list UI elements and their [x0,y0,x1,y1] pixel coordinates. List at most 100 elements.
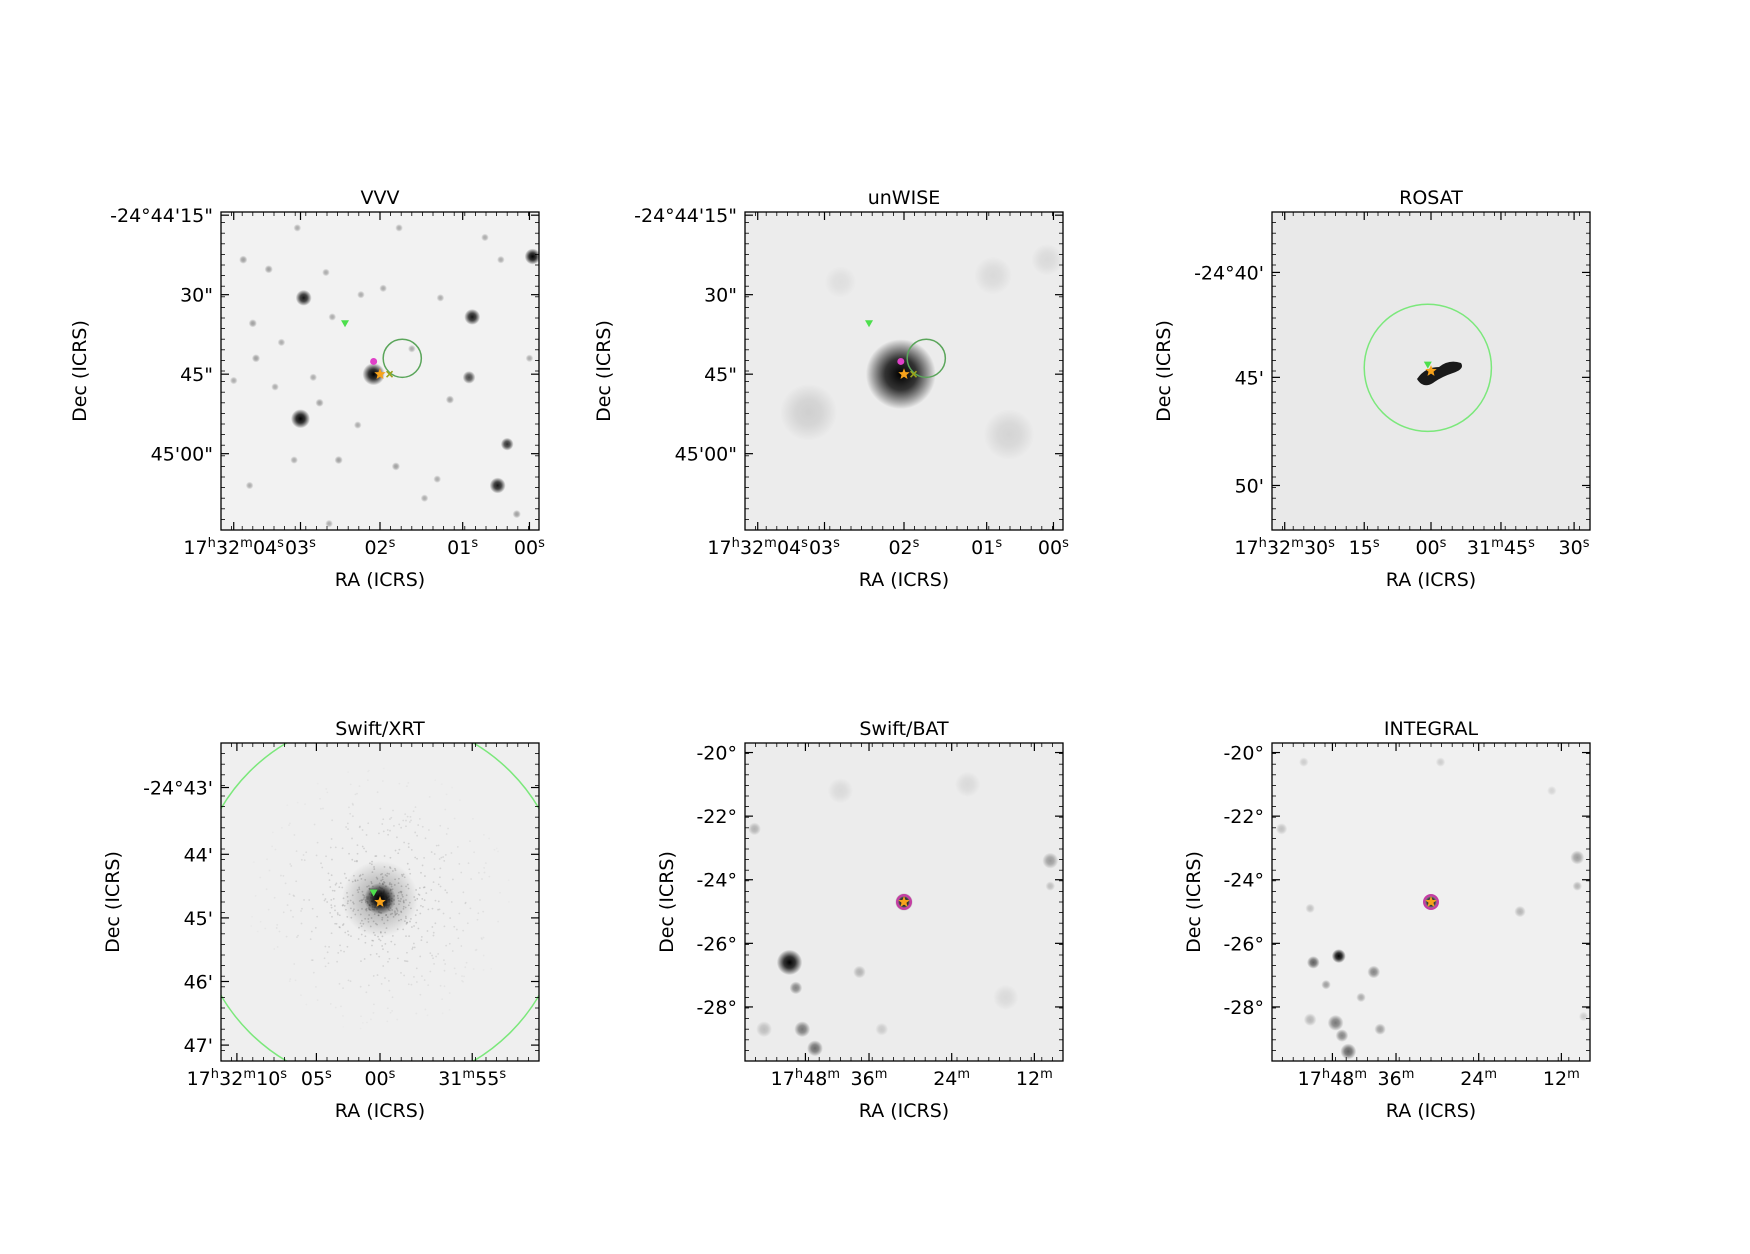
noise-speck [344,931,347,934]
noise-speck [288,980,291,983]
noise-speck [423,899,426,902]
noise-speck [309,938,312,941]
y-tick-label: -26° [696,933,737,955]
noise-speck [342,1026,344,1028]
noise-speck [400,971,402,974]
source-blob [1578,1011,1589,1022]
noise-speck [419,912,422,915]
noise-speck [417,893,420,896]
noise-speck [408,821,411,823]
noise-speck [363,847,365,850]
noise-speck [341,886,344,889]
noise-speck [266,858,268,861]
noise-speck [271,831,274,834]
noise-speck [342,1015,344,1017]
x-tick-label: 17h 32m 04s [183,536,284,559]
noise-speck [432,934,435,937]
noise-speck [414,831,417,834]
source-blob [1327,1014,1344,1031]
noise-speck [462,891,465,894]
noise-speck [433,853,436,855]
noise-speck [464,966,467,969]
noise-speck [378,832,380,835]
noise-speck [329,886,332,888]
noise-speck [478,871,480,874]
noise-speck [386,829,389,831]
noise-speck [372,975,375,977]
noise-speck [357,938,360,940]
noise-speck [453,817,456,820]
noise-speck [326,951,329,954]
noise-speck [453,967,456,970]
y-tick-label: -22° [696,806,737,828]
noise-speck [444,808,447,811]
noise-speck [451,787,453,789]
noise-speck [398,782,401,785]
y-tick-label: 30" [704,285,737,307]
noise-speck [391,935,394,937]
noise-speck [458,799,461,802]
source-blob [1303,1013,1317,1027]
error-circle [906,338,947,379]
panel-title: unWISE [868,187,941,209]
noise-speck [443,985,446,988]
noise-speck [420,939,423,942]
noise-speck [412,810,415,813]
noise-speck [426,1014,429,1017]
noise-speck [458,863,461,865]
x-axis-label: RA (ICRS) [1386,569,1476,591]
noise-speck [327,872,330,875]
noise-speck [482,968,485,971]
source-blob [239,255,248,264]
noise-speck [365,991,368,994]
noise-speck [364,935,367,938]
noise-speck [434,922,437,925]
noise-speck [445,793,448,796]
noise-speck [451,950,454,952]
noise-speck [305,1003,308,1006]
noise-speck [421,975,423,978]
noise-speck [302,854,305,856]
noise-speck [354,860,356,863]
x-tick-label: 24m [1460,1067,1497,1090]
source-blob [1045,881,1056,891]
source-blob [1340,1043,1357,1060]
noise-speck [444,963,447,965]
noise-speck [329,846,332,849]
x-tick-label: 17h 32m 10s [187,1067,288,1090]
star-marker [898,896,910,907]
panel-swift-bat: Swift/BAT 17h 48m 36m 24m 12m -20° -22° -24… [656,718,1064,1122]
noise-speck [497,850,499,853]
noise-speck [360,960,362,963]
noise-speck [438,908,441,911]
noise-speck [442,912,445,915]
noise-speck [268,869,271,872]
source-blob [248,319,257,328]
noise-speck [330,898,333,901]
error-circle [382,338,423,379]
noise-speck [367,984,370,987]
noise-speck [439,885,442,888]
noise-speck [414,806,417,809]
triangle-marker [341,320,350,328]
noise-speck [382,965,385,967]
noise-speck [397,852,400,855]
noise-speck [378,955,381,958]
panel-unwise: unWISE 17h 32m 04s 03s 02s 01s 00s -24°44… [593,187,1069,591]
noise-speck [480,937,483,939]
x-tick-label: 17h 48m [1298,1067,1368,1090]
noise-speck [253,861,255,863]
noise-speck [443,969,446,972]
source-blob [293,224,302,232]
noise-speck [331,889,334,892]
noise-speck [342,923,345,925]
noise-speck [389,829,391,832]
noise-speck [271,845,274,848]
noise-speck [351,815,354,818]
noise-speck [439,824,442,827]
noise-speck [443,925,446,928]
error-circle [1363,303,1493,433]
noise-speck [337,952,340,954]
noise-speck [388,818,391,820]
noise-speck [290,865,293,867]
